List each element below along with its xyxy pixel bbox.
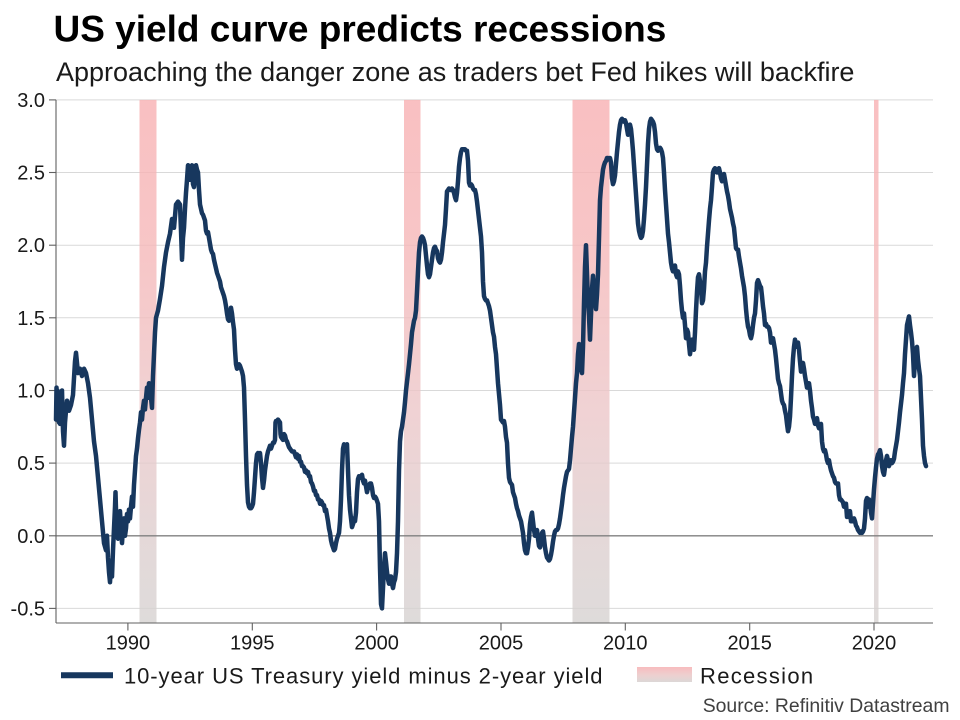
svg-text:2020: 2020 xyxy=(852,633,897,655)
svg-text:1995: 1995 xyxy=(230,633,275,655)
svg-text:-0.5: -0.5 xyxy=(11,598,45,620)
svg-text:Source: Refinitiv Datastream: Source: Refinitiv Datastream xyxy=(703,695,950,717)
svg-text:2000: 2000 xyxy=(354,633,399,655)
svg-text:2.0: 2.0 xyxy=(17,235,45,257)
svg-text:2010: 2010 xyxy=(603,633,648,655)
svg-text:3.0: 3.0 xyxy=(17,90,45,112)
svg-text:2005: 2005 xyxy=(479,633,524,655)
svg-text:Approaching the danger zone as: Approaching the danger zone as traders b… xyxy=(56,57,854,87)
svg-text:2.5: 2.5 xyxy=(17,163,45,185)
svg-text:1.5: 1.5 xyxy=(17,308,45,330)
svg-text:1.0: 1.0 xyxy=(17,381,45,403)
svg-text:0.0: 0.0 xyxy=(17,526,45,548)
svg-text:1990: 1990 xyxy=(106,633,151,655)
svg-text:US yield curve predicts recess: US yield curve predicts recessions xyxy=(54,9,667,50)
svg-text:10-year US Treasury yield minu: 10-year US Treasury yield minus 2-year y… xyxy=(124,663,603,688)
svg-text:0.5: 0.5 xyxy=(17,453,45,475)
svg-text:2015: 2015 xyxy=(727,633,772,655)
svg-text:Recession: Recession xyxy=(700,663,814,688)
